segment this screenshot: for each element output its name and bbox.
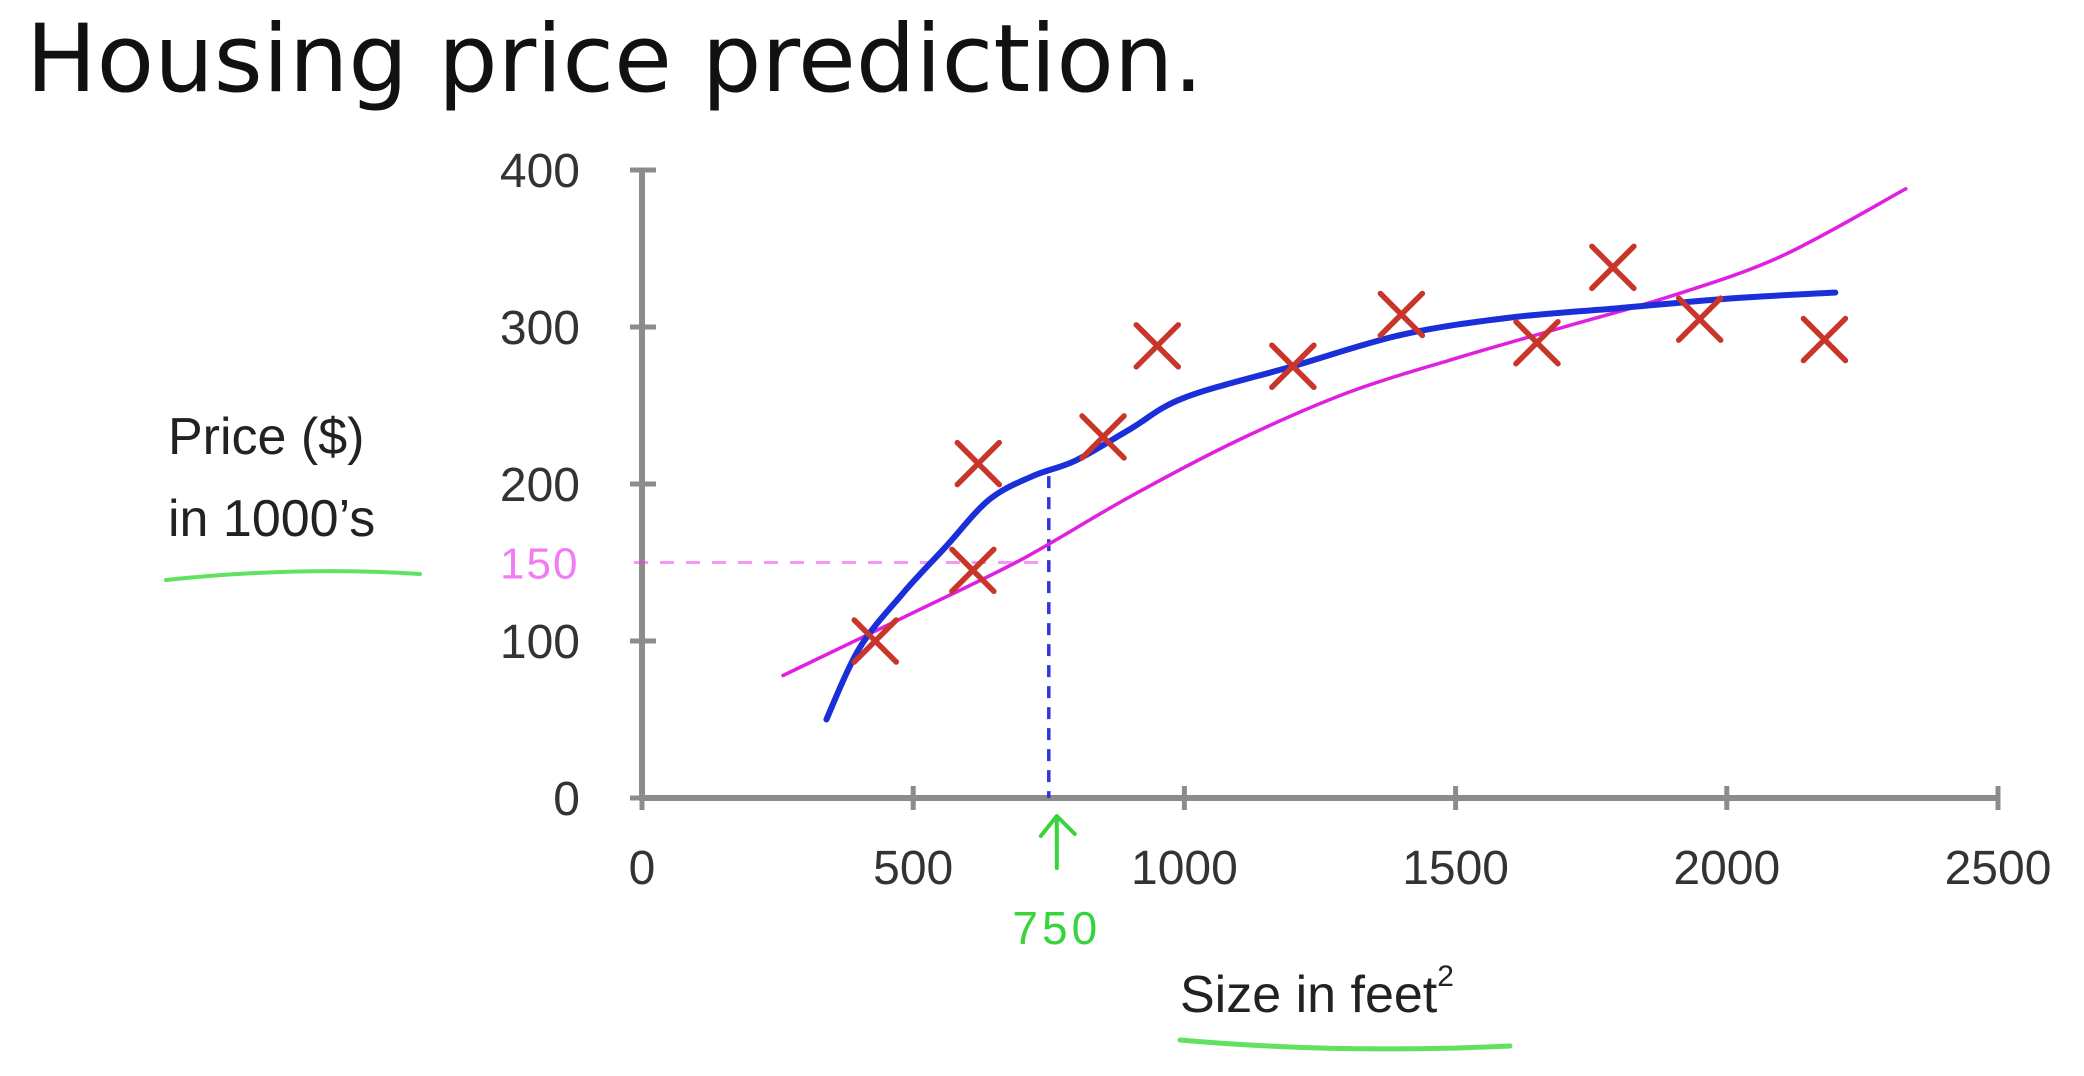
query-guides xyxy=(634,476,1051,798)
data-point-x-marker xyxy=(1269,342,1317,390)
data-point-x-marker xyxy=(1513,318,1561,367)
linear-fit-line xyxy=(781,187,1908,678)
data-point-stroke xyxy=(1269,342,1317,390)
data-point-x-marker xyxy=(1800,315,1849,364)
data-point-stroke xyxy=(1800,315,1849,364)
data-point-x-marker xyxy=(1079,413,1127,461)
x-tick-label: 500 xyxy=(873,842,953,895)
data-point-stroke xyxy=(1079,413,1127,461)
data-point-x-marker xyxy=(851,617,899,665)
x-axis-label-underline xyxy=(1177,1037,1513,1052)
data-point-stroke xyxy=(1675,295,1724,343)
y-axis-label-line-2: in 1000’s xyxy=(168,490,375,548)
x-axis-label-text: Size in feet2 xyxy=(1180,960,1454,1024)
slide-title: Housing price prediction. xyxy=(26,5,1204,114)
data-point-x-marker xyxy=(1675,295,1724,343)
data-point-x-marker xyxy=(1377,290,1426,339)
x-query-marker-text: 750 xyxy=(1012,902,1101,954)
data-point-stroke xyxy=(1513,318,1561,367)
y-tick-label: 0 xyxy=(553,773,580,826)
data-point-x-marker xyxy=(1589,243,1637,292)
up-arrow-icon xyxy=(1038,814,1077,870)
y-tick-label: 100 xyxy=(500,616,580,669)
x-tick-label: 1000 xyxy=(1131,842,1238,895)
x-tick-label: 2000 xyxy=(1673,842,1780,895)
y-ticks-group: 0 100 200 300 400 xyxy=(500,145,656,826)
y-query-marker-text: 150 xyxy=(500,540,579,589)
data-point-stroke xyxy=(949,546,997,595)
x-axis-label-superscript: 2 xyxy=(1437,960,1454,993)
x-tick-label: 1500 xyxy=(1402,842,1509,895)
x-tick-label: 0 xyxy=(629,842,656,895)
data-point-stroke xyxy=(954,439,1003,488)
data-point-stroke xyxy=(1133,322,1182,370)
y-axis-label: Price ($) in 1000’s xyxy=(164,408,422,582)
quadratic-fit-line xyxy=(823,289,1839,723)
data-point-x-marker xyxy=(954,439,1003,488)
y-tick-label: 200 xyxy=(500,459,580,512)
x-axis-label: Size in feet2 xyxy=(1177,960,1513,1052)
data-point-x-marker xyxy=(1133,322,1182,370)
y-tick-label: 300 xyxy=(500,302,580,355)
data-points-group xyxy=(851,243,1849,665)
x-axis-label-main: Size in feet xyxy=(1180,966,1438,1024)
data-point-x-marker xyxy=(949,546,997,595)
handwritten-annotations: 150 750 xyxy=(500,540,1101,955)
data-point-stroke xyxy=(851,617,899,665)
x-ticks-group: 0 500 1000 1500 2000 2500 xyxy=(629,786,2052,895)
axes-group xyxy=(639,170,1998,801)
data-point-stroke xyxy=(1589,243,1637,292)
data-point-stroke xyxy=(1377,290,1426,339)
fit-lines-group xyxy=(781,187,1908,723)
y-axis-label-line-1: Price ($) xyxy=(168,408,364,466)
y-tick-label: 400 xyxy=(500,145,580,198)
x-tick-label: 2500 xyxy=(1945,842,2052,895)
y-axis-label-underline xyxy=(164,569,422,582)
